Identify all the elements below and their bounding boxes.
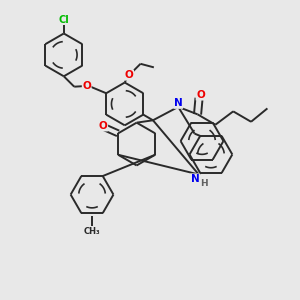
- Text: O: O: [196, 90, 205, 100]
- Text: O: O: [82, 81, 91, 91]
- Text: N: N: [191, 174, 200, 184]
- Text: H: H: [200, 179, 208, 188]
- Text: O: O: [125, 70, 134, 80]
- Text: O: O: [99, 121, 108, 131]
- Text: Cl: Cl: [58, 15, 69, 25]
- Text: CH₃: CH₃: [84, 227, 100, 236]
- Text: N: N: [174, 98, 183, 108]
